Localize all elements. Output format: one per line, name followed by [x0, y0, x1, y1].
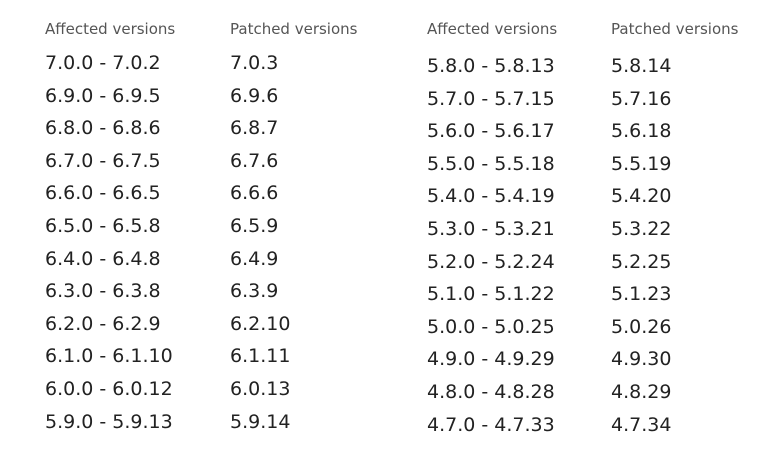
patched-version: 5.5.19 [611, 152, 672, 175]
patched-version: 5.4.20 [611, 185, 672, 208]
patched-version: 6.0.13 [230, 378, 291, 400]
column-header: Patched versions [611, 20, 739, 38]
affected-version: 4.7.0 - 4.7.33 [427, 413, 555, 436]
patched-version: 5.3.22 [611, 218, 672, 240]
affected-version: 5.5.0 - 5.5.18 [427, 152, 555, 175]
affected-version: 5.2.0 - 5.2.24 [427, 250, 555, 273]
affected-version: 6.4.0 - 6.4.8 [45, 247, 161, 270]
patched-version: 6.9.6 [230, 84, 279, 107]
patched-version: 6.8.7 [230, 117, 279, 140]
patched-version: 4.9.30 [611, 348, 672, 371]
affected-version: 5.8.0 - 5.8.13 [427, 55, 555, 77]
affected-version: 5.9.0 - 5.9.13 [45, 410, 173, 433]
patched-version: 6.3.9 [230, 280, 279, 303]
patched-version: 6.1.11 [230, 345, 291, 368]
affected-version: 6.7.0 - 6.7.5 [45, 149, 161, 172]
affected-version: 6.2.0 - 6.2.9 [45, 312, 161, 335]
affected-version: 6.5.0 - 6.5.8 [45, 215, 161, 237]
affected-version: 4.9.0 - 4.9.29 [427, 348, 555, 371]
affected-version: 6.3.0 - 6.3.8 [45, 280, 161, 303]
patched-version: 6.5.9 [230, 215, 279, 237]
affected-version: 5.1.0 - 5.1.22 [427, 283, 555, 306]
patched-version: 7.0.3 [230, 52, 279, 74]
patched-version: 4.7.34 [611, 413, 672, 436]
patched-version: 6.4.9 [230, 247, 279, 270]
patched-version: 5.9.14 [230, 410, 291, 433]
patched-version: 5.8.14 [611, 55, 672, 77]
affected-version: 6.0.0 - 6.0.12 [45, 378, 173, 400]
patched-version: 5.0.26 [611, 315, 672, 338]
column-header: Patched versions [230, 20, 358, 38]
affected-version: 4.8.0 - 4.8.28 [427, 381, 555, 403]
affected-version: 5.6.0 - 5.6.17 [427, 120, 555, 143]
patched-version: 6.6.6 [230, 182, 279, 205]
patched-version: 5.1.23 [611, 283, 672, 306]
affected-version: 6.8.0 - 6.8.6 [45, 117, 161, 140]
patched-version: 6.2.10 [230, 312, 291, 335]
affected-version: 7.0.0 - 7.0.2 [45, 52, 161, 74]
affected-version: 6.9.0 - 6.9.5 [45, 84, 161, 107]
patched-version: 5.7.16 [611, 87, 672, 110]
affected-version: 5.4.0 - 5.4.19 [427, 185, 555, 208]
column-header: Affected versions [45, 20, 176, 38]
patched-version: 4.8.29 [611, 381, 672, 403]
patched-version: 5.2.25 [611, 250, 672, 273]
affected-version: 5.3.0 - 5.3.21 [427, 218, 555, 240]
column-header: Affected versions [427, 20, 558, 38]
affected-version: 6.1.0 - 6.1.10 [45, 345, 173, 368]
affected-version: 5.0.0 - 5.0.25 [427, 315, 555, 338]
patched-version: 6.7.6 [230, 149, 279, 172]
affected-version: 5.7.0 - 5.7.15 [427, 87, 555, 110]
patched-version: 5.6.18 [611, 120, 672, 143]
affected-version: 6.6.0 - 6.6.5 [45, 182, 161, 205]
